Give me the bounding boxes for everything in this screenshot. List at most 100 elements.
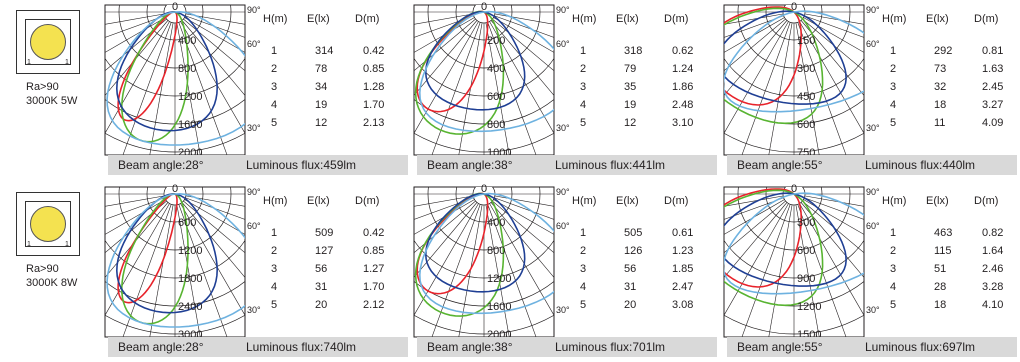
angle-spoke (793, 11, 864, 38)
table-cell: 0.82 (982, 227, 1004, 239)
luminous-flux: Luminous flux:697lm (865, 340, 976, 354)
table-cell: 2.13 (363, 117, 385, 129)
table-header: E(lx) (307, 13, 330, 25)
table-cell: 0.85 (363, 63, 385, 75)
table-cell: 4 (271, 281, 278, 293)
table-cell: 4 (580, 99, 587, 111)
table-cell: 292 (934, 45, 953, 57)
angle-label: 90° (556, 187, 570, 197)
angle-spoke (414, 11, 485, 72)
table-cell: 4 (580, 281, 587, 293)
table-cell: 0.42 (363, 45, 385, 57)
illuminance-table: H(m) E(lx) D(m) 1 463 0.82 2 115 1.64 3 51 2.46 4 28 3… (882, 195, 1017, 325)
table-cell: 1.70 (363, 281, 385, 293)
table-cell: 0.81 (982, 45, 1004, 57)
table-cell: 2 (580, 245, 587, 257)
table-cell: 1.27 (363, 263, 385, 275)
angle-spoke (793, 11, 847, 155)
table-cell: 314 (315, 45, 334, 57)
table-header: H(m) (882, 195, 907, 207)
table-cell: 3 (580, 81, 587, 93)
table-header: H(m) (572, 13, 597, 25)
angle-spoke (483, 193, 537, 337)
table-cell: 19 (624, 99, 637, 111)
angle-spoke (483, 193, 510, 337)
angle-spoke (122, 193, 176, 337)
product-8w: 1 1 Ra>90 3000K 8W (0, 182, 105, 362)
angle-spoke (149, 193, 176, 337)
angle-spoke (483, 11, 554, 38)
spec-cct-power: 3000K 8W (26, 277, 78, 289)
table-cell: 2 (580, 63, 587, 75)
luminous-flux: Luminous flux:740lm (246, 340, 357, 354)
table-cell: 5 (271, 117, 278, 129)
table-cell: 5 (271, 299, 278, 311)
angle-spoke (414, 11, 485, 53)
table-header: E(lx) (307, 195, 330, 207)
angle-label: 30° (866, 123, 880, 133)
chip-mark: 1 (65, 59, 69, 66)
angle-spoke (174, 193, 201, 337)
angle-spoke (793, 193, 864, 207)
table-cell: 5 (890, 117, 897, 129)
table-cell: 3 (890, 263, 897, 275)
table-cell: 18 (934, 299, 947, 311)
chip-mark: 1 (65, 241, 69, 248)
angle-spoke (414, 193, 485, 254)
beam-angle: Beam angle:38° (427, 158, 513, 172)
table-cell: 0.61 (672, 227, 694, 239)
beam-angle: Beam angle:55° (737, 340, 823, 354)
luminous-flux: Luminous flux:701lm (555, 340, 666, 354)
angle-spoke (174, 11, 245, 25)
table-header: E(lx) (926, 195, 949, 207)
angle-spoke (174, 11, 201, 155)
table-header: E(lx) (616, 195, 639, 207)
angle-spoke (768, 193, 795, 337)
intensity-curve (724, 189, 824, 307)
intensity-curve (117, 192, 178, 304)
angle-label: 60° (866, 39, 880, 49)
luminous-flux: Luminous flux:440lm (865, 158, 976, 172)
ring-label: 1600 (487, 301, 511, 313)
beam-info-bar: Beam angle:55° Luminous flux:697lm (727, 337, 1017, 357)
illuminance-table: H(m) E(lx) D(m) 1 509 0.42 2 127 0.85 3 56 1.27 4 31 1… (263, 195, 398, 325)
table-cell: 32 (934, 81, 947, 93)
table-cell: 127 (315, 245, 334, 257)
angle-spoke (105, 11, 176, 134)
table-cell: 5 (580, 117, 587, 129)
angle-spoke (741, 11, 795, 155)
table-header: E(lx) (926, 13, 949, 25)
ring-label: 600 (487, 91, 505, 103)
intensity-curve (115, 11, 219, 132)
table-cell: 126 (624, 245, 643, 257)
intensity-curve (724, 10, 847, 105)
angle-spoke (414, 193, 485, 207)
angle-label-0: 0 (791, 183, 797, 195)
angle-spoke (458, 11, 485, 155)
intensity-curve (724, 6, 803, 106)
table-header: E(lx) (616, 13, 639, 25)
table-cell: 78 (315, 63, 328, 75)
spec-cri: Ra>90 (26, 81, 59, 93)
angle-label: 60° (866, 221, 880, 231)
angle-spoke (793, 193, 820, 337)
angle-spoke (724, 193, 795, 278)
angle-label-0: 0 (172, 1, 178, 13)
angle-spoke (483, 11, 554, 72)
angle-spoke (724, 193, 795, 220)
table-cell: 1 (271, 227, 278, 239)
ring-label: 900 (797, 273, 815, 285)
table-cell: 20 (315, 299, 328, 311)
table-cell: 505 (624, 227, 643, 239)
table-cell: 115 (934, 245, 952, 257)
beam-angle: Beam angle:55° (737, 158, 823, 172)
intensity-curve (117, 10, 178, 122)
angle-label: 90° (866, 187, 880, 197)
angle-spoke (458, 193, 485, 337)
angle-spoke (174, 11, 245, 96)
ring-label: 300 (797, 217, 815, 229)
angle-spoke (724, 11, 795, 53)
angle-label-0: 0 (172, 183, 178, 195)
